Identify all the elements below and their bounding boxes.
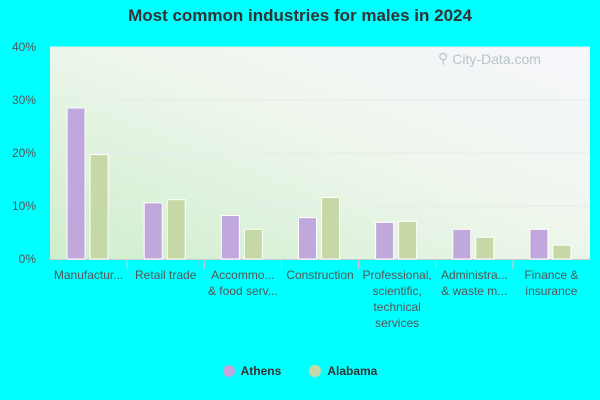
- watermark: ⚲ City-Data.com: [438, 50, 541, 67]
- legend-swatch-athens: [222, 365, 235, 377]
- legend-label-athens: Athens: [240, 364, 282, 378]
- search-icon: ⚲: [438, 50, 449, 66]
- bar-alabama: [89, 154, 109, 260]
- bar-athens: [220, 215, 240, 260]
- legend-item-alabama[interactable]: Alabama: [309, 364, 377, 378]
- bar-athens: [452, 228, 472, 260]
- y-tick-label: 20%: [12, 146, 36, 160]
- bar-athens: [66, 107, 86, 260]
- x-tick-label: Administra... & waste m...: [441, 268, 508, 298]
- bar-alabama: [243, 228, 263, 260]
- watermark-text: City-Data.com: [452, 50, 541, 67]
- x-tick-label: Professional, scientific, technical service…: [362, 268, 431, 330]
- bar-alabama: [321, 197, 340, 260]
- bar-athens: [143, 202, 163, 260]
- bar-athens: [298, 217, 317, 260]
- bar-athens: [375, 221, 395, 260]
- chart-title: Most common industries for males in 2024: [128, 6, 472, 25]
- y-tick-label: 0%: [19, 252, 37, 266]
- y-tick-label: 40%: [12, 40, 36, 54]
- x-tick-label: Construction: [286, 268, 353, 282]
- legend-label-alabama: Alabama: [327, 364, 378, 378]
- legend: Athens Alabama: [0, 364, 600, 378]
- x-tick-label: Finance & insurance: [524, 268, 578, 298]
- y-tick-label: 10%: [12, 199, 36, 213]
- x-tick-label: Manufactur...: [54, 268, 123, 282]
- bar-alabama: [475, 236, 495, 260]
- bar-alabama: [398, 220, 418, 260]
- legend-swatch-alabama: [309, 365, 322, 377]
- legend-item-athens[interactable]: Athens: [222, 364, 282, 378]
- bar-alabama: [552, 244, 572, 260]
- x-tick-label: Retail trade: [135, 268, 197, 282]
- x-tick-label: Accommo... & food serv...: [208, 268, 278, 298]
- bar-alabama: [166, 199, 186, 260]
- bar-athens: [529, 228, 549, 260]
- y-tick-label: 30%: [12, 93, 36, 107]
